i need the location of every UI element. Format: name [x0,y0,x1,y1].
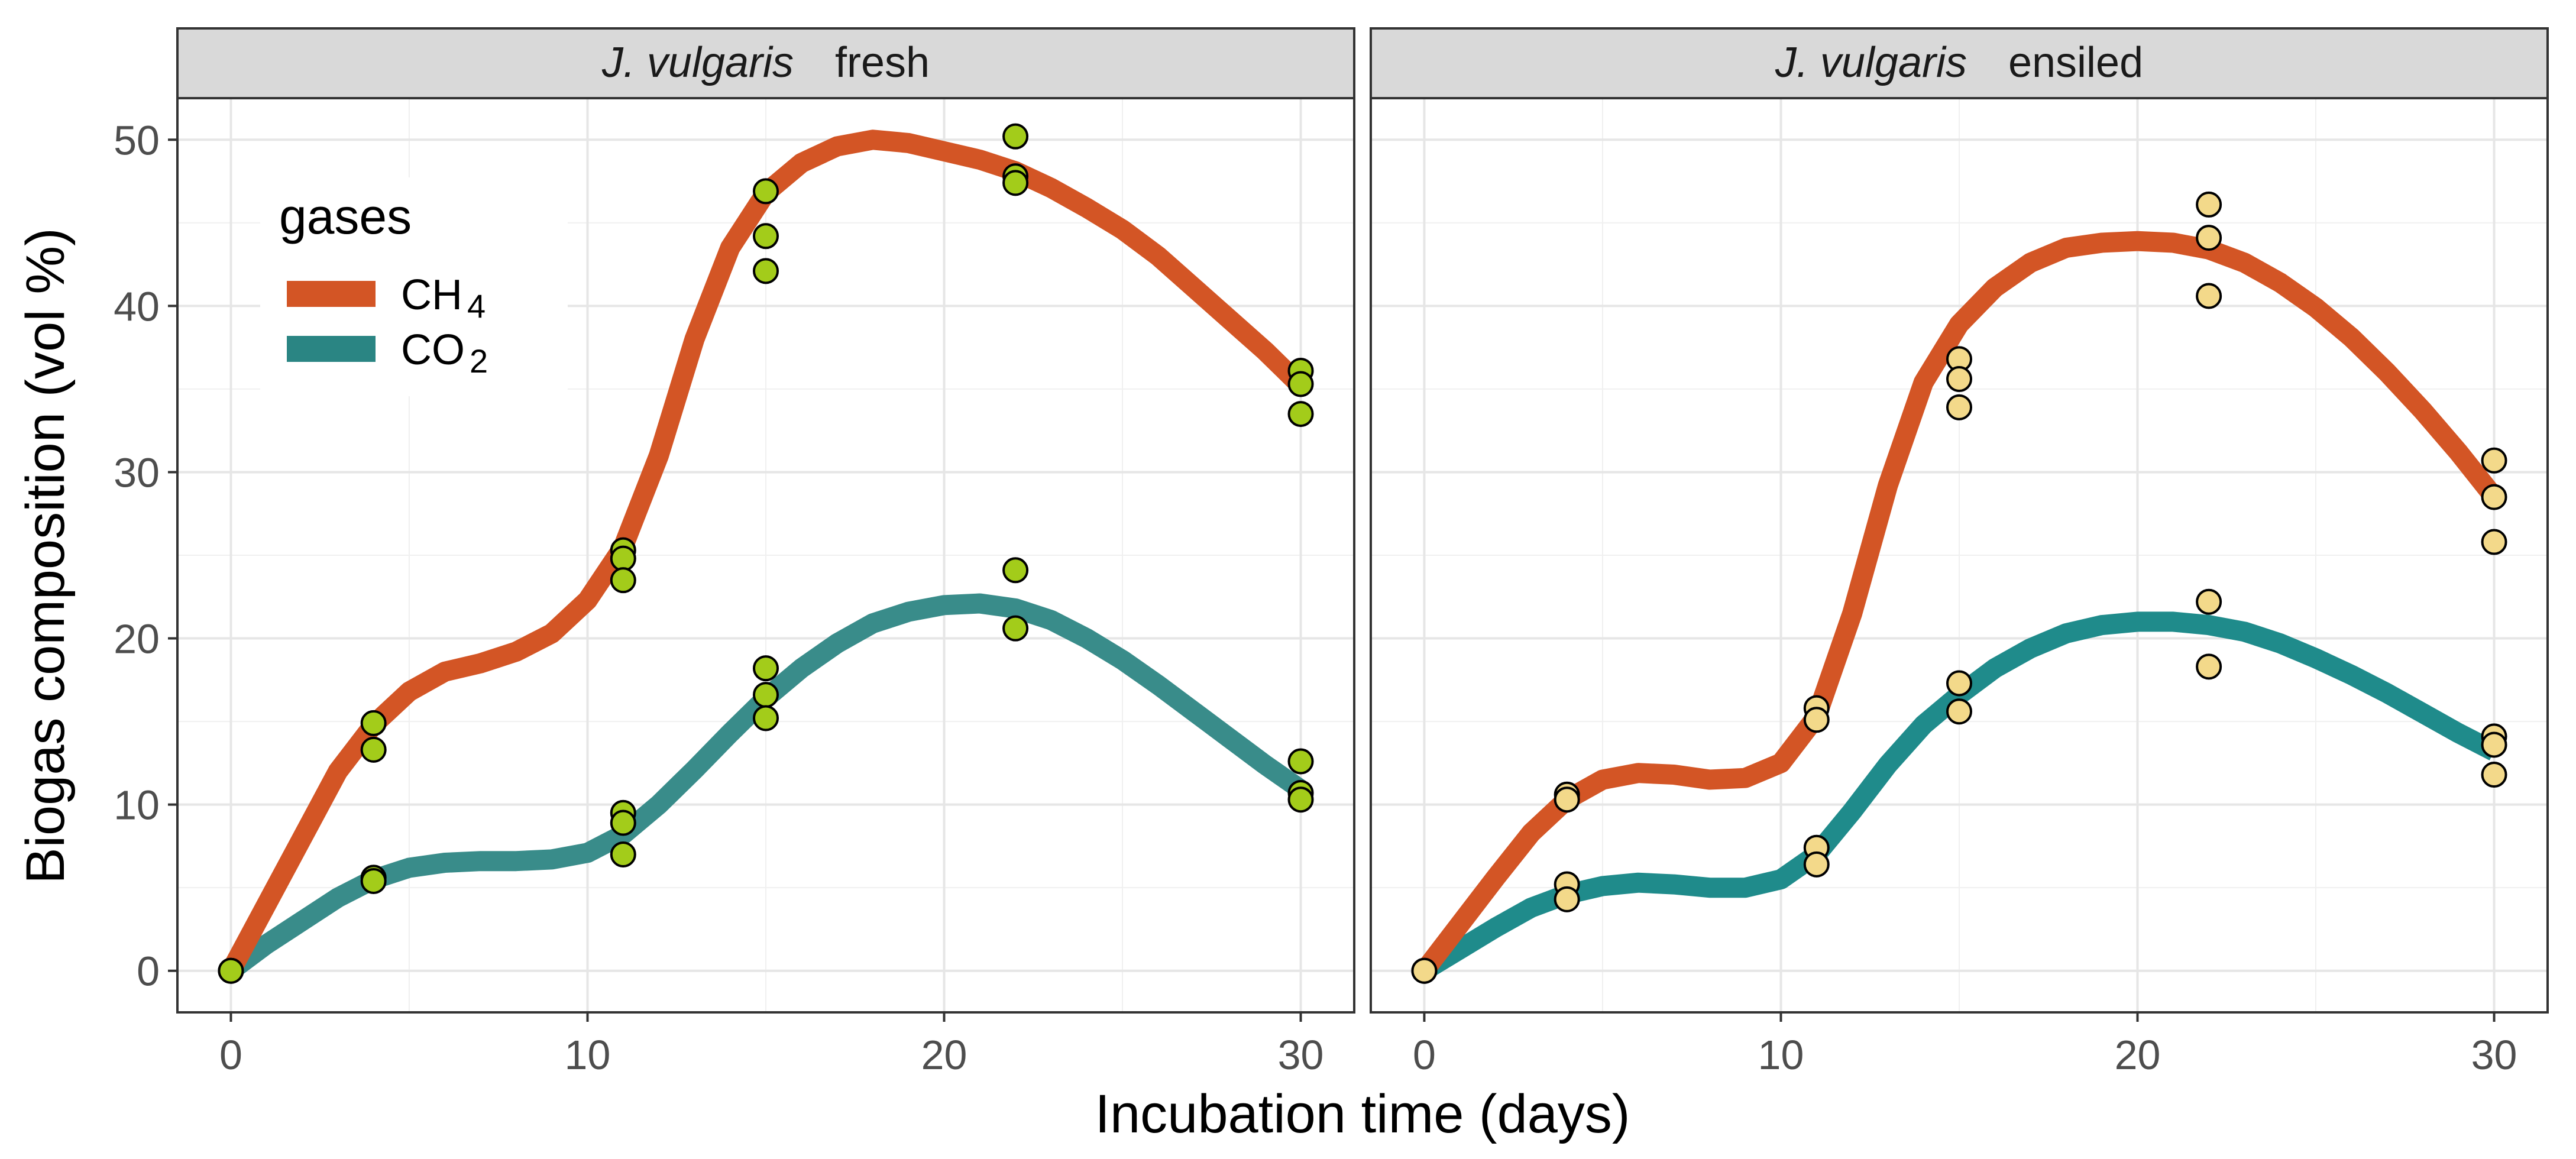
legend-label-ch4: CH 4 [401,271,486,325]
strip-background [176,27,1355,99]
y-tick-label: 0 [137,948,160,995]
point-ch4 [1803,707,1830,733]
point-co2 [610,810,636,836]
point-ch4 [2481,484,2507,510]
x-tick-label: 10 [565,1032,611,1078]
panel-border [1370,97,2549,1014]
x-tick-label: 30 [2471,1032,2517,1078]
points [218,123,1314,984]
point-co2 [2196,653,2222,680]
point-ch4 [218,957,244,984]
points [1411,191,2507,984]
strip-species: J. vulgaris [1775,39,1967,86]
point-co2 [1287,786,1314,813]
point-ch4 [360,736,387,763]
legend-label-ch4-sub: 4 [467,287,486,325]
x-tick-label: 20 [2115,1032,2161,1078]
point-co2 [1287,748,1314,775]
point-ch4 [1411,957,1438,984]
y-axis: 0 10 20 30 40 50 [114,117,177,995]
curve-ch4 [1416,231,2502,977]
point-co2 [2481,731,2507,758]
strip-species: J. vulgaris [601,39,794,86]
point-co2 [1002,615,1029,642]
x-axis: 0 10 20 30 [1413,1012,2517,1078]
point-co2 [360,867,387,894]
point-ch4 [1287,401,1314,428]
legend-label-co2-base: CO [401,326,465,374]
point-ch4 [1002,123,1029,150]
point-ch4 [2481,447,2507,474]
point-ch4 [753,178,779,205]
point-co2 [753,682,779,708]
y-tick-label: 50 [114,117,160,163]
panel-border [176,97,1355,1014]
x-tick-label: 10 [1758,1032,1804,1078]
point-ch4 [2196,283,2222,309]
point-ch4 [1002,170,1029,196]
point-ch4 [753,258,779,284]
legend-label-ch4-base: CH [401,271,462,319]
point-co2 [610,841,636,867]
point-ch4 [610,545,636,572]
point-co2 [1946,698,1972,725]
point-ch4 [1287,371,1314,397]
x-axis: 0 10 20 30 [219,1012,1323,1078]
point-co2 [753,655,779,682]
y-tick-label: 10 [114,782,160,828]
x-tick-label: 0 [1413,1032,1436,1078]
grid [1371,98,2548,1012]
point-ch4 [753,223,779,250]
point-ch4 [2196,191,2222,218]
point-ch4 [2196,225,2222,251]
point-ch4 [1946,394,1972,420]
point-ch4 [360,710,387,736]
strip-label: J. vulgaris ensiled [1775,39,2143,86]
legend-title: gases [279,189,412,244]
x-tick-label: 0 [219,1032,242,1078]
point-co2 [1946,670,1972,697]
point-ch4 [1946,366,1972,393]
point-co2 [1554,886,1580,912]
point-co2 [2481,762,2507,788]
strip-label: J. vulgaris fresh [601,39,930,86]
y-axis-title: Biogas composition (vol %) [15,228,76,884]
legend-label-co2: CO 2 [401,326,488,380]
legend-label-co2-sub: 2 [470,342,488,380]
point-ch4 [1554,786,1580,813]
legend: gases CH 4 CO 2 [260,177,568,396]
point-co2 [1803,851,1830,878]
point-co2 [753,705,779,731]
x-tick-label: 20 [921,1032,967,1078]
point-ch4 [610,567,636,594]
y-tick-label: 40 [114,283,160,329]
point-ch4 [2481,529,2507,555]
strip-condition: fresh [835,39,930,86]
x-axis-title: Incubation time (days) [1095,1084,1630,1144]
panel-ensiled: J. vulgaris ensiled 0 10 20 30 [1370,27,2549,1078]
y-tick-label: 30 [114,449,160,496]
y-tick-label: 20 [114,616,160,662]
strip-condition: ensiled [2008,39,2143,86]
point-co2 [2196,588,2222,615]
point-co2 [1002,557,1029,584]
x-tick-label: 30 [1278,1032,1324,1078]
strip-background [1370,27,2549,99]
